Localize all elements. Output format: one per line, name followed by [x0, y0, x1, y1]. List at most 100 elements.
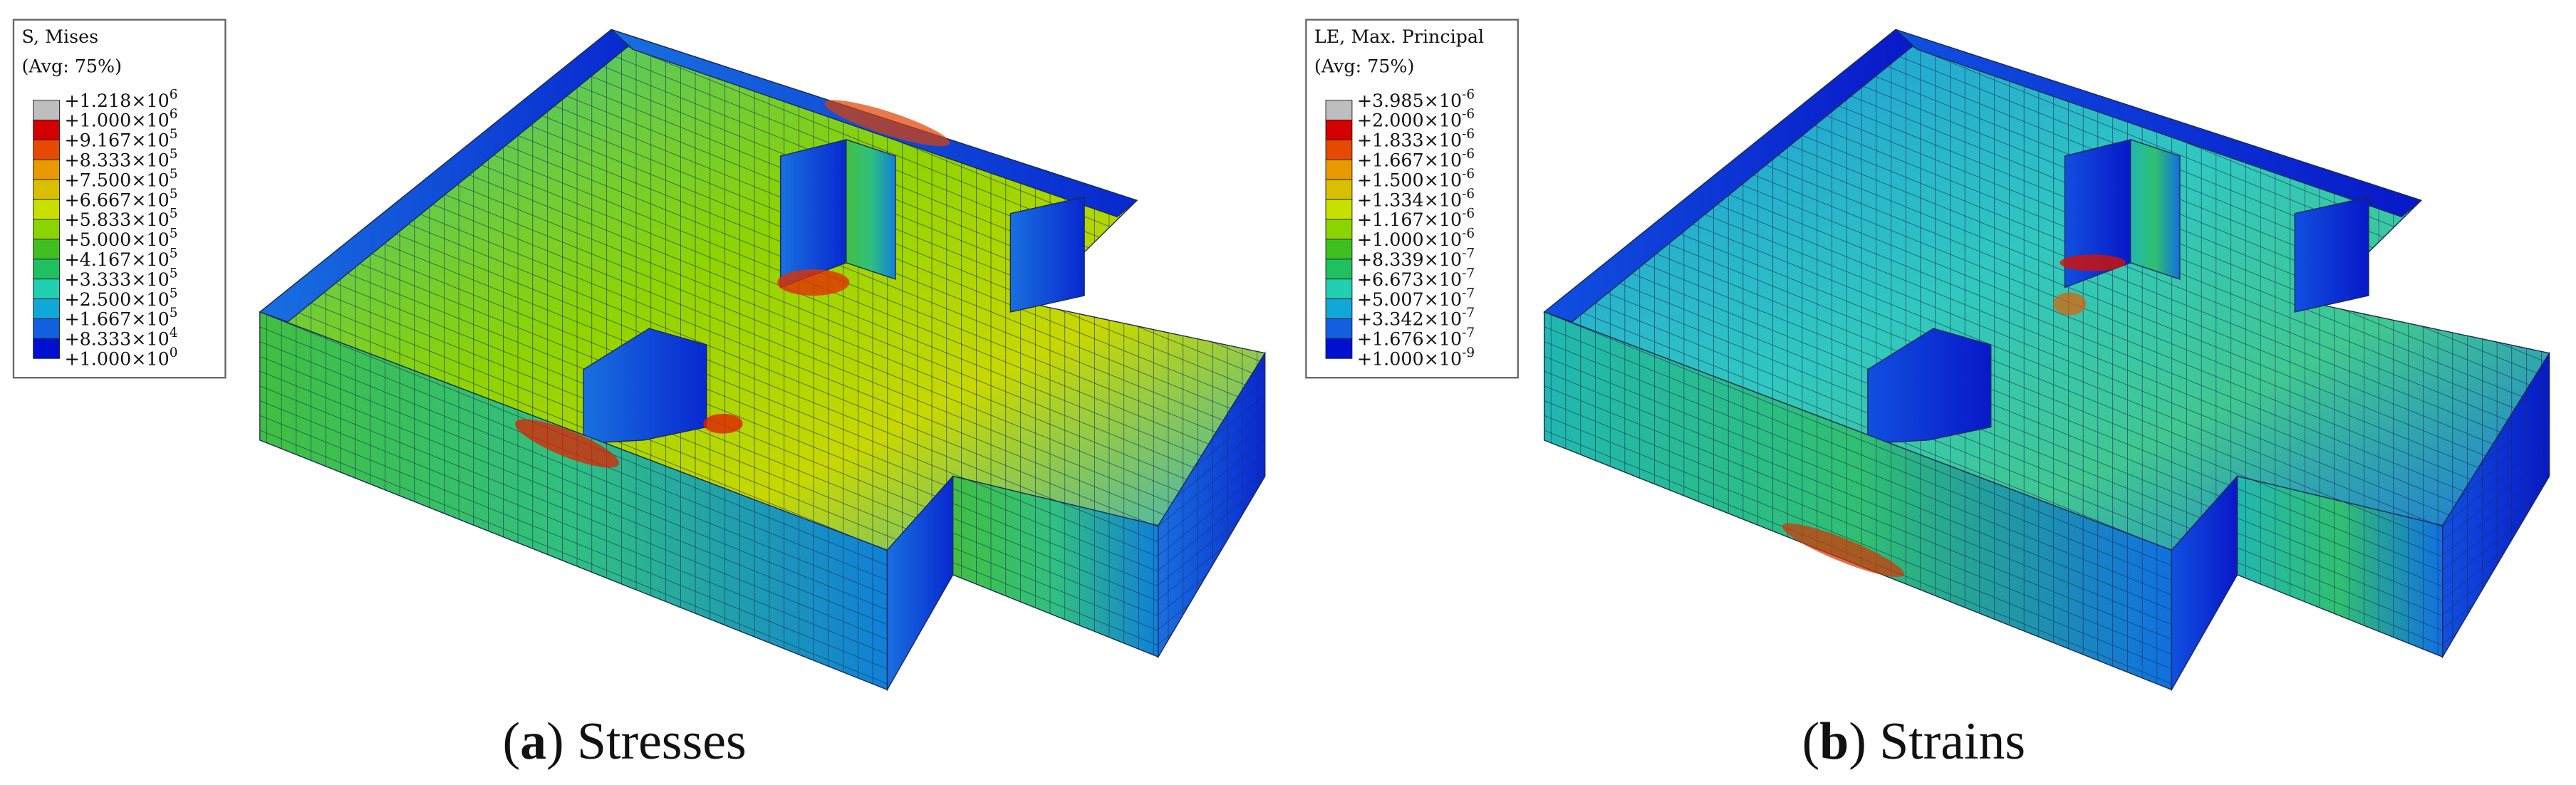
label-exponent: -7	[1462, 326, 1475, 340]
label-exponent: 5	[170, 306, 178, 321]
label-exponent: 6	[170, 87, 178, 102]
hot-spot	[2053, 292, 2087, 316]
label-mantissa: +5.000×10	[64, 229, 169, 250]
legend-title: S, Mises	[22, 26, 99, 47]
label-mantissa: +9.167×10	[64, 130, 169, 151]
model-instance	[1543, 28, 2550, 691]
label-exponent: -6	[1462, 87, 1475, 102]
label-mantissa: +7.500×10	[64, 169, 169, 190]
legend-swatch	[1325, 239, 1353, 260]
legend-label: +3.333×105	[64, 266, 177, 290]
label-mantissa: +1.218×10	[64, 90, 169, 111]
label-exponent: 5	[170, 187, 178, 202]
legend-swatch	[33, 120, 60, 140]
legend-swatch	[33, 318, 60, 339]
label-exponent: -7	[1462, 286, 1475, 301]
legend-label: +2.000×10-6	[1357, 107, 1475, 131]
label-mantissa: +1.833×10	[1357, 130, 1462, 151]
label-mantissa: +1.676×10	[1357, 328, 1462, 350]
label-exponent: -7	[1462, 266, 1475, 281]
label-exponent: 6	[170, 107, 178, 122]
caption-text: (a) Stresses	[503, 712, 747, 770]
caption-part: a	[520, 712, 546, 770]
legend-swatch	[1325, 199, 1353, 220]
caption-part: (	[503, 712, 521, 770]
legend-swatch	[1325, 338, 1353, 359]
label-exponent: 5	[170, 147, 178, 162]
label-exponent: 5	[170, 266, 178, 281]
panel-b-model	[1543, 28, 2550, 691]
legend-label: +5.000×105	[64, 227, 177, 251]
label-mantissa: +1.167×10	[1357, 209, 1462, 230]
panel-a-model	[259, 28, 1266, 691]
legend: LE, Max. Principal(Avg: 75%)+3.985×10-6+…	[1305, 19, 1519, 379]
label-exponent: 0	[170, 345, 178, 360]
label-mantissa: +1.500×10	[1357, 169, 1462, 190]
legend-swatch	[33, 159, 60, 180]
label-mantissa: +3.333×10	[64, 269, 169, 290]
legend-swatch	[1325, 120, 1353, 140]
label-mantissa: +2.500×10	[64, 288, 169, 310]
label-mantissa: +3.342×10	[1357, 308, 1462, 330]
hot-spot	[514, 419, 619, 468]
legend-swatch	[33, 298, 60, 319]
legend-swatch	[33, 279, 60, 300]
label-exponent: -6	[1462, 127, 1475, 142]
legend-label: +1.218×106	[64, 87, 177, 111]
label-mantissa: +6.667×10	[64, 189, 169, 210]
label-mantissa: +5.007×10	[1357, 288, 1462, 310]
label-mantissa: +1.000×10	[64, 110, 169, 131]
legend-label: +1.000×100	[64, 345, 177, 370]
label-exponent: 5	[170, 127, 178, 142]
hot-spot	[777, 269, 850, 296]
legend-label: +7.500×105	[64, 167, 177, 191]
label-mantissa: +1.334×10	[1357, 189, 1462, 210]
legend-label: +5.833×105	[64, 207, 177, 231]
caption-part: (	[1802, 712, 1820, 770]
legend-swatch	[1325, 100, 1353, 120]
label-mantissa: +6.673×10	[1357, 269, 1462, 290]
label-exponent: 5	[170, 246, 178, 261]
label-mantissa: +1.667×10	[64, 308, 169, 330]
legend-swatch	[33, 100, 60, 120]
legend-label: +1.334×10-6	[1357, 187, 1475, 211]
legend-title: LE, Max. Principal	[1314, 26, 1484, 47]
legend-label: +1.500×10-6	[1357, 167, 1475, 191]
legend-label: +4.167×105	[64, 246, 177, 270]
legend-swatch	[1325, 318, 1353, 339]
legend-label: +1.676×10-7	[1357, 326, 1475, 350]
label-mantissa: +2.000×10	[1357, 110, 1462, 131]
caption-part: ) Strains	[1849, 712, 2025, 770]
hot-spot	[703, 413, 743, 434]
label-exponent: -6	[1462, 147, 1475, 162]
caption-part: ) Stresses	[546, 712, 747, 770]
label-mantissa: +8.333×10	[64, 328, 169, 350]
label-mantissa: +8.339×10	[1357, 249, 1462, 270]
label-exponent: 5	[170, 227, 178, 241]
legend-label: +8.339×10-7	[1357, 246, 1475, 270]
label-exponent: -7	[1462, 306, 1475, 321]
hot-spot	[2060, 254, 2126, 271]
label-mantissa: +8.333×10	[64, 150, 169, 171]
caption: (a) Stresses	[503, 712, 747, 770]
label-exponent: 5	[170, 286, 178, 301]
legend-label: +3.985×10-6	[1357, 87, 1475, 111]
legend-label: +8.333×104	[64, 326, 177, 350]
legend-label: +2.500×105	[64, 286, 177, 310]
legend-swatch	[33, 338, 60, 359]
legend-label: +1.833×10-6	[1357, 127, 1475, 151]
legend-label: +3.342×10-7	[1357, 306, 1475, 330]
hot-spot	[824, 100, 950, 147]
label-mantissa: +5.833×10	[64, 209, 169, 230]
label-exponent: -6	[1462, 167, 1475, 182]
label-mantissa: +1.000×10	[64, 348, 169, 369]
legend-swatch	[1325, 279, 1353, 300]
legend-swatch	[1325, 298, 1353, 319]
legend-title: (Avg: 75%)	[22, 55, 123, 76]
legend: S, Mises(Avg: 75%)+1.218×106+1.000×106+9…	[12, 19, 227, 379]
legend-label: +6.673×10-7	[1357, 266, 1475, 290]
legend-swatch	[33, 179, 60, 200]
legend-swatch	[33, 239, 60, 260]
